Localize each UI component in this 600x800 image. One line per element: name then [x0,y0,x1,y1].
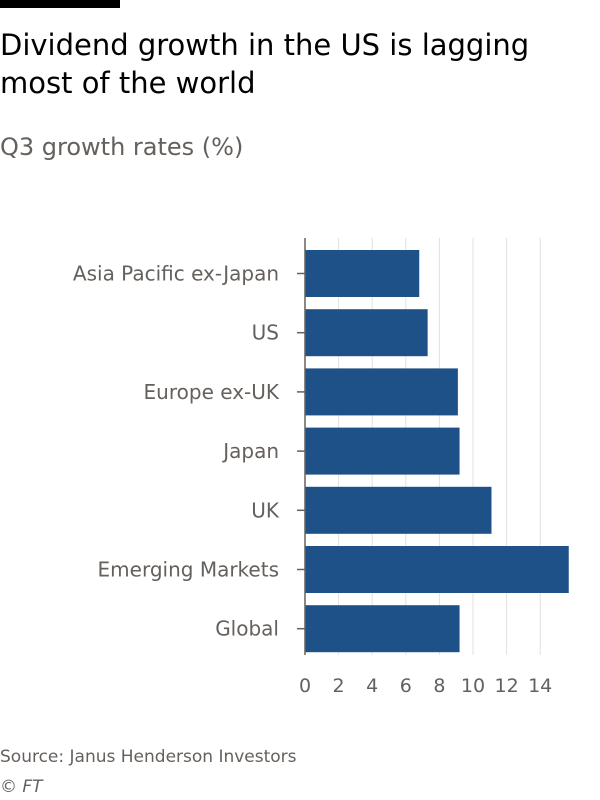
copyright-note: © FT [0,777,43,797]
bar [305,486,492,534]
bar [305,250,420,297]
bar [305,427,460,475]
x-tick-label: 0 [299,675,311,697]
category-label: Asia Pacific ex-Japan [73,262,279,286]
category-label: Emerging Markets [98,558,279,582]
category-label: Global [215,617,279,641]
x-tick-label: 14 [528,675,552,697]
x-tick-label: 8 [433,675,445,697]
category-label: Europe ex-UK [144,380,280,404]
category-label: UK [251,498,280,522]
chart-subtitle: Q3 growth rates (%) [0,133,244,161]
x-tick-label: 10 [461,675,485,697]
x-tick-label: 4 [366,675,378,697]
bar [305,368,458,416]
source-note: Source: Janus Henderson Investors [0,747,297,767]
x-tick-label: 12 [495,675,519,697]
x-tick-label: 2 [333,675,345,697]
category-label: US [252,321,279,345]
bar [305,309,428,357]
bar [305,546,569,593]
x-tick-label: 6 [400,675,412,697]
bar [305,605,460,653]
chart-title: Dividend growth in the US is lagging mos… [0,28,530,100]
bar-chart: Asia Pacific ex-Japan US Europe ex-UK Japan… [73,238,569,697]
top-accent-bar [0,0,120,8]
category-label: Japan [221,439,279,463]
